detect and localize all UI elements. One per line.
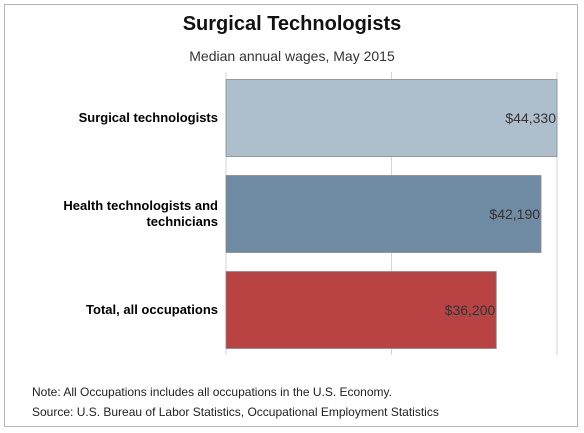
category-labels: Surgical technologists Health technologis… xyxy=(63,110,218,317)
value-labels: $44,330 $42,190 $36,200 xyxy=(445,110,557,318)
category-label-1: Health technologists and technicians xyxy=(63,198,218,229)
chart-source: Source: U.S. Bureau of Labor Statistics,… xyxy=(32,405,439,419)
value-label-0: $44,330 xyxy=(505,110,556,126)
value-label-2: $36,200 xyxy=(445,302,496,318)
category-label-line: Surgical technologists xyxy=(79,110,218,125)
category-label-2: Total, all occupations xyxy=(86,302,218,317)
bar-1 xyxy=(225,175,542,253)
bar-2 xyxy=(225,271,497,349)
bar-0 xyxy=(225,79,558,157)
category-label-0: Surgical technologists xyxy=(79,110,218,125)
category-label-line: Total, all occupations xyxy=(86,302,218,317)
value-label-1: $42,190 xyxy=(489,206,540,222)
category-label-line: technicians xyxy=(146,214,218,229)
chart-subtitle: Median annual wages, May 2015 xyxy=(189,48,395,64)
category-label-line: Health technologists and xyxy=(63,198,218,213)
chart-title: Surgical Technologists xyxy=(182,13,402,35)
chart-note: Note: All Occupations includes all occup… xyxy=(32,385,392,399)
bars xyxy=(225,79,558,349)
